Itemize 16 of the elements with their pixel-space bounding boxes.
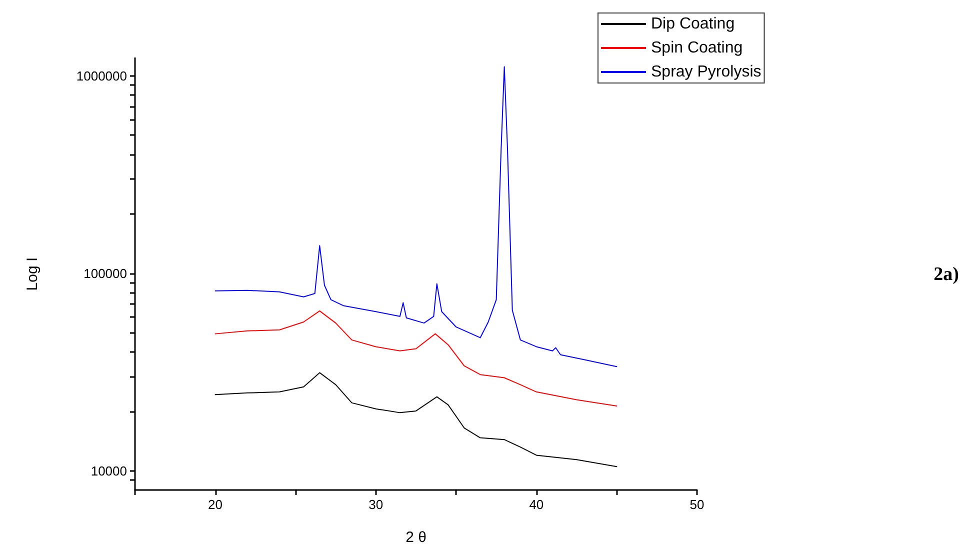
y-tick-label: 100000 — [84, 266, 127, 281]
x-tick-label: 50 — [690, 497, 704, 512]
line-series — [214, 310, 618, 406]
text: 2a) — [934, 264, 959, 285]
legend-label: Spin Coating — [651, 40, 743, 56]
line-series — [214, 66, 618, 368]
x-tick-label: 40 — [529, 497, 544, 512]
legend-label: Spray Pyrolysis — [651, 64, 762, 80]
x-tick-label: 20 — [208, 497, 223, 512]
legend-label: Dip Coating — [651, 16, 735, 32]
x-axis-title: 2 θ — [406, 529, 426, 546]
y-axis-title: Log I — [24, 257, 41, 291]
x-tick-label: 30 — [368, 497, 384, 512]
y-tick-label: 1000000 — [76, 68, 127, 84]
y-tick-label: 10000 — [90, 463, 127, 478]
line-series — [214, 372, 618, 468]
